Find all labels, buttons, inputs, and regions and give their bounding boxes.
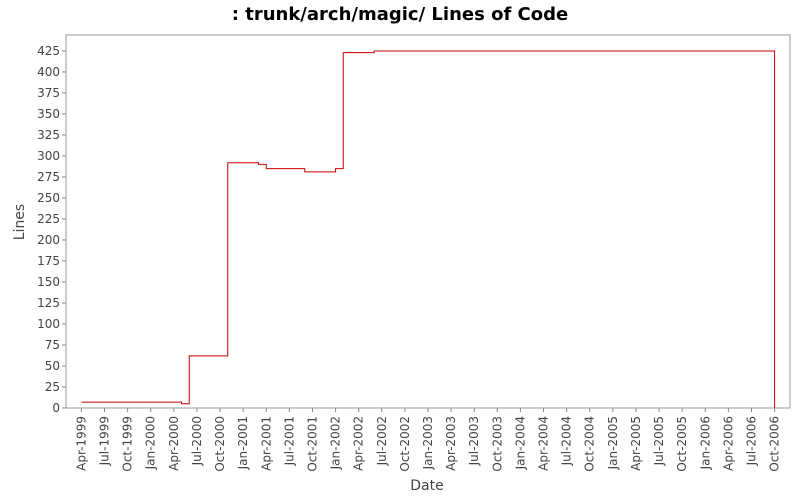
y-tick-label: 325	[37, 128, 60, 142]
x-tick-label: Jul-2004	[560, 416, 574, 466]
x-tick-label: Oct-2000	[213, 416, 227, 472]
y-tick-label: 350	[37, 107, 60, 121]
x-tick-label: Apr-2004	[537, 416, 551, 471]
y-tick-label: 75	[45, 338, 60, 352]
y-tick-label: 125	[37, 296, 60, 310]
x-tick-label: Jan-2002	[329, 416, 343, 470]
y-tick-label: 100	[37, 317, 60, 331]
x-tick-label: Oct-2004	[583, 416, 597, 472]
x-tick-label: Apr-2000	[167, 416, 181, 471]
x-tick-label: Apr-2005	[629, 416, 643, 471]
x-tick-label: Apr-2006	[721, 416, 735, 471]
y-tick-label: 150	[37, 275, 60, 289]
x-tick-label: Jan-2005	[606, 416, 620, 470]
plot-area	[65, 34, 791, 409]
x-tick-label: Apr-2002	[352, 416, 366, 471]
x-tick-label: Oct-2002	[398, 416, 412, 472]
y-tick-label: 25	[45, 380, 60, 394]
y-tick-label: 0	[52, 401, 60, 415]
y-tick-label: 375	[37, 86, 60, 100]
x-tick-label: Jul-1999	[98, 416, 112, 466]
x-tick-label: Jul-2002	[375, 416, 389, 466]
x-tick-label: Jul-2003	[467, 416, 481, 466]
y-tick-label: 225	[37, 212, 60, 226]
y-tick-label: 275	[37, 170, 60, 184]
x-tick-label: Apr-2003	[444, 416, 458, 471]
x-tick-label: Jan-2006	[698, 416, 712, 470]
x-tick-label: Jan-2001	[236, 416, 250, 470]
x-tick-label: Jan-2003	[421, 416, 435, 470]
x-tick-label: Jan-2000	[144, 416, 158, 470]
x-tick-label: Oct-2006	[768, 416, 782, 472]
y-tick-label: 425	[37, 44, 60, 58]
x-tick-label: Oct-1999	[121, 416, 135, 472]
x-tick-label: Jan-2004	[513, 416, 527, 470]
x-tick-label: Apr-2001	[259, 416, 273, 471]
chart-title: : trunk/arch/magic/ Lines of Code	[232, 4, 568, 25]
x-tick-label: Oct-2001	[305, 416, 319, 472]
x-tick-label: Oct-2005	[675, 416, 689, 472]
x-axis-label: Date	[410, 478, 443, 494]
y-tick-label: 300	[37, 149, 60, 163]
y-tick-label: 200	[37, 233, 60, 247]
y-tick-label: 175	[37, 254, 60, 268]
step-line	[81, 50, 776, 408]
x-tick-label: Jul-2005	[652, 416, 666, 466]
y-tick-label: 400	[37, 65, 60, 79]
y-tick-label: 50	[45, 359, 60, 373]
y-axis-label: Lines	[12, 204, 28, 240]
y-tick-label: 250	[37, 191, 60, 205]
x-tick-label: Oct-2003	[490, 416, 504, 472]
x-tick-label: Jul-2000	[190, 416, 204, 466]
x-tick-label: Jul-2001	[282, 416, 296, 466]
x-tick-label: Jul-2006	[744, 416, 758, 466]
x-tick-label: Apr-1999	[74, 416, 88, 471]
